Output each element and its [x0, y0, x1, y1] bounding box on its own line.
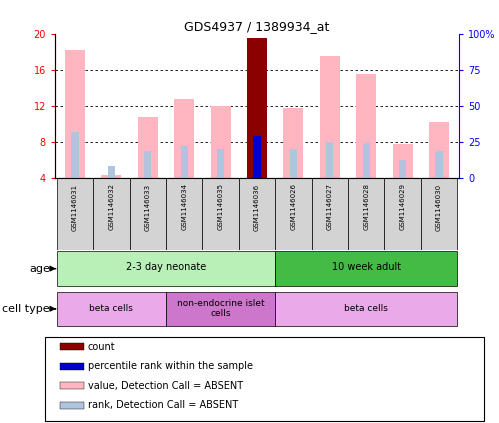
- Bar: [211, 106, 231, 178]
- Text: rank, Detection Call = ABSENT: rank, Detection Call = ABSENT: [88, 400, 238, 410]
- Text: GSM1146034: GSM1146034: [181, 184, 187, 231]
- Text: count: count: [88, 342, 115, 352]
- Text: GSM1146035: GSM1146035: [218, 184, 224, 231]
- Bar: [203, 178, 239, 250]
- Bar: [108, 166, 115, 178]
- Bar: [320, 56, 340, 178]
- Bar: [429, 122, 449, 178]
- Bar: [60, 343, 84, 350]
- Bar: [144, 151, 151, 178]
- Bar: [60, 363, 84, 370]
- Text: 10 week adult: 10 week adult: [332, 262, 401, 272]
- Text: GSM1146031: GSM1146031: [72, 184, 78, 231]
- Bar: [166, 292, 275, 326]
- Bar: [57, 251, 275, 286]
- Text: GSM1146027: GSM1146027: [327, 184, 333, 231]
- Bar: [57, 292, 166, 326]
- FancyBboxPatch shape: [45, 338, 484, 421]
- Text: GSM1146028: GSM1146028: [363, 184, 369, 231]
- Bar: [101, 175, 121, 178]
- Bar: [311, 178, 348, 250]
- Bar: [275, 251, 457, 286]
- Text: cell type: cell type: [2, 304, 50, 314]
- Bar: [166, 178, 203, 250]
- Bar: [253, 136, 260, 178]
- Bar: [174, 99, 194, 178]
- Bar: [217, 149, 224, 178]
- Text: percentile rank within the sample: percentile rank within the sample: [88, 361, 253, 371]
- Bar: [283, 107, 303, 178]
- Text: beta cells: beta cells: [344, 304, 388, 313]
- Bar: [348, 178, 384, 250]
- Bar: [356, 74, 376, 178]
- Text: GSM1146026: GSM1146026: [290, 184, 296, 231]
- Text: 2-3 day neonate: 2-3 day neonate: [126, 262, 206, 272]
- Bar: [71, 132, 78, 178]
- Bar: [181, 146, 188, 178]
- Bar: [384, 178, 421, 250]
- Bar: [399, 160, 406, 178]
- Text: age: age: [29, 264, 50, 274]
- Text: GSM1146033: GSM1146033: [145, 184, 151, 231]
- Bar: [239, 178, 275, 250]
- Bar: [130, 178, 166, 250]
- Text: beta cells: beta cells: [89, 304, 133, 313]
- Bar: [326, 142, 333, 178]
- Bar: [436, 151, 443, 178]
- Text: GSM1146036: GSM1146036: [254, 184, 260, 231]
- Bar: [421, 178, 457, 250]
- Bar: [290, 149, 297, 178]
- Bar: [60, 382, 84, 390]
- Text: GSM1146030: GSM1146030: [436, 184, 442, 231]
- Bar: [393, 143, 413, 178]
- Text: GSM1146032: GSM1146032: [108, 184, 114, 231]
- Bar: [93, 178, 130, 250]
- Text: value, Detection Call = ABSENT: value, Detection Call = ABSENT: [88, 381, 243, 391]
- Bar: [275, 178, 311, 250]
- Title: GDS4937 / 1389934_at: GDS4937 / 1389934_at: [184, 20, 330, 33]
- Bar: [60, 401, 84, 409]
- Bar: [65, 50, 85, 178]
- Bar: [247, 38, 267, 178]
- Bar: [57, 178, 93, 250]
- Text: GSM1146029: GSM1146029: [400, 184, 406, 231]
- Text: non-endocrine islet
cells: non-endocrine islet cells: [177, 299, 264, 319]
- Bar: [275, 292, 457, 326]
- Bar: [363, 143, 370, 178]
- Bar: [138, 116, 158, 178]
